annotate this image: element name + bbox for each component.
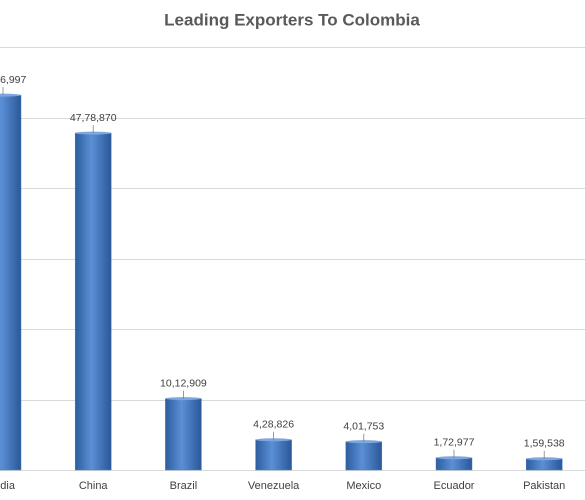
bar [74, 132, 112, 471]
value-label: 1,59,538 [524, 438, 565, 450]
bar-cap [0, 93, 21, 97]
value-label: 1,72,977 [434, 437, 475, 449]
bar [255, 439, 292, 471]
x-tick-label: China [79, 480, 109, 492]
x-tick-label: Brazil [170, 480, 198, 492]
bar [0, 94, 22, 471]
x-tick-label: Ecuador [434, 480, 475, 492]
bar [345, 441, 383, 471]
x-tick-label: Venezuela [248, 480, 300, 492]
x-tick-label: India [0, 480, 16, 492]
value-label: 10,12,909 [160, 377, 207, 389]
value-label: 4,28,826 [253, 419, 294, 431]
value-label: 4,01,753 [343, 420, 384, 432]
bar [525, 458, 563, 471]
bar [165, 398, 202, 471]
value-label: 53,16,997 [0, 74, 27, 86]
x-tick-label: Mexico [346, 480, 381, 492]
bar [435, 457, 473, 471]
x-tick-label: Pakistan [523, 480, 565, 492]
value-label: 47,78,870 [70, 112, 117, 124]
chart-title: Leading Exporters To Colombia [164, 10, 420, 29]
